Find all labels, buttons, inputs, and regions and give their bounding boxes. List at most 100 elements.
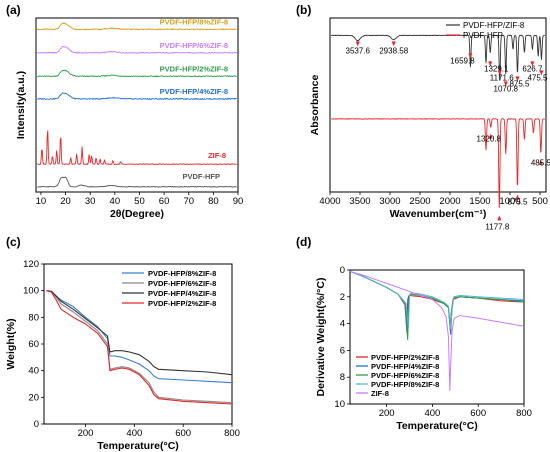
series-line (349, 270, 525, 333)
panel-d: (d) 200 400 600 800 Temperature(°C) 0 2 4 6 8 10 Der… (296, 235, 532, 432)
series-line (46, 290, 233, 404)
series-label: PVDF-HFP/8%ZIF-8 (160, 17, 228, 26)
x-tick-label: 2000 (439, 196, 460, 207)
plot-frame (35, 17, 239, 193)
y-tick-label: 2 (340, 292, 345, 303)
y-tick-label: 8 (340, 372, 345, 383)
y-tick-label: 120 (23, 259, 39, 270)
series-line (37, 92, 237, 100)
peak-arrow (488, 133, 493, 139)
legend-label: PVDF-HFP/4%ZIF-8 (148, 289, 216, 298)
peak-arrow (503, 81, 508, 87)
peak-label: 1177.8 (485, 222, 509, 231)
panel-label: (b) (296, 3, 311, 17)
x-tick-label: 400 (126, 428, 142, 439)
peak-label: 475.5 (527, 73, 548, 82)
legend-label: PVDF-HFP/8%ZIF-8 (148, 269, 216, 278)
series-label: ZIF-8 (208, 151, 226, 160)
series-line (46, 290, 233, 384)
x-axis-label: Temperature(°C) (97, 440, 179, 452)
peak-arrow (488, 61, 493, 67)
x-tick-label: 3000 (379, 196, 400, 207)
peak-arrow (497, 70, 502, 76)
peak-arrow (539, 70, 544, 76)
peak-label: 1070.8 (494, 84, 519, 93)
x-tick-label: 1500 (469, 196, 490, 207)
peak-label: 1659.8 (450, 56, 475, 65)
series-label: PVDF-HFP/2%ZIF-8 (160, 64, 228, 73)
peak-label: 485.5 (531, 159, 550, 168)
series-label: PVDF-HFP (183, 172, 221, 181)
y-tick-label: 40 (28, 366, 39, 377)
y-tick-label: 0 (34, 419, 39, 430)
peak-arrow (538, 159, 543, 165)
y-tick-label: 10 (334, 399, 345, 410)
legend-label: PVDF-HFP/6%ZIF-8 (371, 371, 439, 380)
legend-label: PVDF-HFP/6%ZIF-8 (148, 279, 216, 288)
series-line (36, 130, 237, 165)
peak-label: 1329.1 (484, 64, 509, 73)
y-axis-label: Absorbance (309, 75, 321, 136)
peak-label: 875.5 (509, 79, 530, 88)
x-tick-label: 600 (175, 428, 191, 439)
peak-arrow (515, 76, 520, 82)
peak-label: 3537.6 (346, 46, 371, 55)
legend-label: PVDF-HFP/4%ZIF-8 (371, 362, 439, 371)
y-axis-label: Intensity(a.u.) (15, 71, 27, 139)
x-tick-label: 4000 (319, 196, 340, 207)
y-tick-label: 100 (23, 286, 39, 297)
peak-label: 1320.8 (477, 135, 502, 144)
peak-arrow (391, 41, 396, 47)
peak-arrow (530, 61, 535, 67)
series-line (46, 290, 233, 376)
panel-label: (a) (6, 3, 21, 17)
series-line (37, 176, 237, 188)
panel-c: (c) 200 400 600 800 Temperature(°C) 0 20 40 60 80 1… (5, 235, 240, 452)
series-line (349, 270, 525, 335)
x-tick-label: 2500 (409, 196, 430, 207)
x-tick-label: 50 (134, 196, 145, 207)
x-tick-label: 90 (233, 196, 244, 207)
panel-label: (c) (6, 235, 21, 249)
x-axis-label: 2θ(Degree) (110, 208, 164, 220)
peak-arrow (355, 41, 360, 47)
peak-label: 626.7 (522, 64, 543, 73)
x-tick-label: 80 (208, 196, 219, 207)
x-tick-label: 200 (379, 408, 395, 419)
series-line (46, 290, 233, 405)
series-line (36, 46, 238, 54)
series-line (349, 270, 525, 341)
legend-label: PVDF-HFP/ZIF-8 (463, 21, 525, 30)
x-tick-label: 3500 (349, 196, 370, 207)
legend-label: ZIF-8 (371, 389, 389, 398)
y-tick-label: 4 (340, 319, 345, 330)
series-line (331, 34, 546, 81)
x-tick-label: 70 (183, 196, 194, 207)
peak-arrow (515, 194, 520, 200)
panel-label: (d) (296, 235, 311, 249)
series-line (330, 118, 545, 208)
y-tick-label: 60 (28, 339, 39, 350)
series-line (36, 22, 237, 31)
x-tick-label: 20 (60, 196, 71, 207)
peak-label: 875.5 (507, 198, 528, 207)
x-tick-label: 600 (470, 408, 486, 419)
x-tick-label: 400 (424, 408, 440, 419)
y-tick-label: 20 (28, 392, 39, 403)
panel-a: (a) 10 20 30 40 50 60 70 80 90 2θ(Degree) Intensity… (6, 3, 243, 220)
peak-label: 2938.58 (379, 46, 408, 55)
plot-frame (329, 17, 547, 193)
series-line (349, 270, 525, 392)
peak-label: 1171.6 (490, 73, 514, 82)
y-axis-label: Derivative Weight(%/°C) (315, 278, 327, 397)
series-line (37, 69, 237, 78)
x-tick-label: 1000 (499, 196, 520, 207)
y-tick-label: 80 (28, 312, 39, 323)
legend-label: PVDF-HFP/2%ZIF-8 (148, 299, 216, 308)
peak-arrow (497, 215, 502, 221)
y-tick-label: 6 (340, 345, 345, 356)
x-tick-label: 40 (110, 196, 121, 207)
plot-frame (349, 269, 525, 405)
panel-b: (b) 4000 3500 3000 2500 2000 1500 1000 500 Wavenu… (296, 3, 550, 231)
